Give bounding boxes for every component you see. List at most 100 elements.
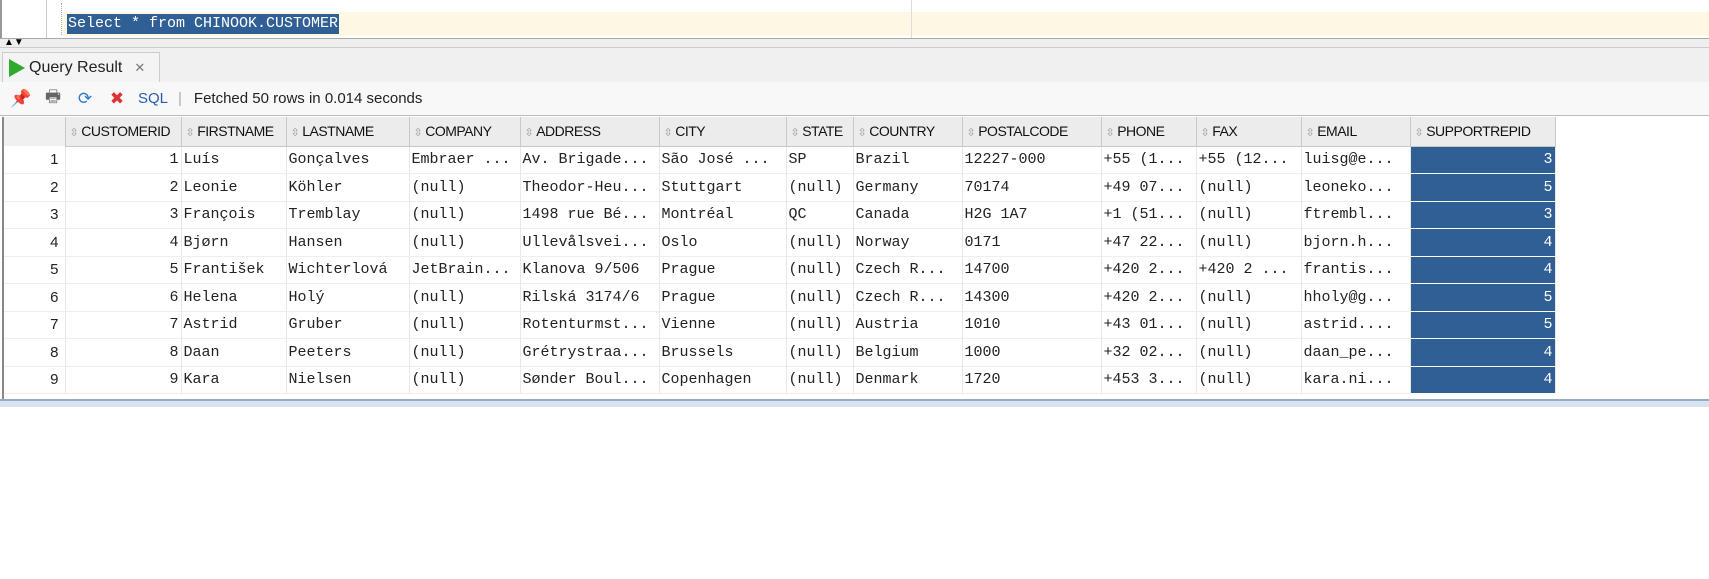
column-header-customerid[interactable]: ⇳ CUSTOMERID <box>64 117 182 147</box>
cell-customerid[interactable]: 9 <box>65 366 182 394</box>
splitter-arrows[interactable]: ▲▼ <box>0 38 1709 48</box>
cell-phone[interactable]: +1 (51... <box>1101 201 1197 229</box>
cell-lastname[interactable]: Hansen <box>286 228 410 257</box>
cell-lastname[interactable]: Peeters <box>286 338 410 367</box>
cell-email[interactable]: frantis... <box>1301 256 1411 284</box>
cell-firstname[interactable]: František <box>181 256 287 284</box>
cell-postalcode[interactable]: 70174 <box>962 173 1102 202</box>
cell-company[interactable]: JetBrain... <box>409 256 521 284</box>
cell-city[interactable]: Prague <box>659 256 787 284</box>
table-row[interactable]: 2 2 Leonie Köhler (null) Theodor-Heu... Stuttg… <box>4 173 1556 202</box>
sort-icon[interactable]: ⇳ <box>857 127 867 140</box>
sort-icon[interactable]: ⇳ <box>185 127 195 140</box>
cell-country[interactable]: Belgium <box>853 338 963 367</box>
cell-state[interactable]: (null) <box>786 283 854 312</box>
cell-state[interactable]: (null) <box>786 338 854 367</box>
cell-city[interactable]: Oslo <box>659 228 787 257</box>
close-tab-icon[interactable]: ✕ <box>134 60 146 75</box>
cell-postalcode[interactable]: 1720 <box>962 366 1102 394</box>
cell-city[interactable]: Vienne <box>659 311 787 339</box>
table-row[interactable]: 4 4 Bjørn Hansen (null) Ullevålsvei... Oslo (nu… <box>4 228 1556 257</box>
cell-lastname[interactable]: Köhler <box>286 173 410 202</box>
cell-fax[interactable]: (null) <box>1196 338 1302 367</box>
cell-city[interactable]: Montréal <box>659 201 787 229</box>
column-header-email[interactable]: ⇳ EMAIL <box>1300 117 1411 147</box>
sql-text[interactable]: Select * from CHINOOK.CUSTOMER <box>67 14 340 34</box>
cell-city[interactable]: São José ... <box>659 146 787 174</box>
cell-fax[interactable]: (null) <box>1196 201 1302 229</box>
cell-supportrepid[interactable]: 3 <box>1410 201 1556 229</box>
cell-company[interactable]: (null) <box>409 201 521 229</box>
table-row[interactable]: 9 9 Kara Nielsen (null) Sønder Boul... Copenha… <box>4 366 1556 394</box>
cell-firstname[interactable]: Luís <box>181 146 287 174</box>
cell-lastname[interactable]: Wichterlová <box>286 256 410 284</box>
sql-editor[interactable]: Select * from CHINOOK.CUSTOMER <box>0 0 1709 38</box>
cell-country[interactable]: Canada <box>853 201 963 229</box>
result-grid[interactable]: ⇳ CUSTOMERID ⇳ FIRSTNAME ⇳ LASTNAME ⇳ COMPANY ⇳ A… <box>2 117 1709 399</box>
cell-firstname[interactable]: Kara <box>181 366 287 394</box>
cell-postalcode[interactable]: H2G 1A7 <box>962 201 1102 229</box>
cell-email[interactable]: leoneko... <box>1301 173 1411 202</box>
cell-phone[interactable]: +55 (1... <box>1101 146 1197 174</box>
cell-city[interactable]: Brussels <box>659 338 787 367</box>
cell-company[interactable]: (null) <box>409 228 521 257</box>
table-row[interactable]: 3 3 François Tremblay (null) 1498 rue Bé... Mo… <box>4 201 1556 229</box>
cell-supportrepid[interactable]: 5 <box>1410 311 1556 339</box>
cell-state[interactable]: (null) <box>786 256 854 284</box>
cell-city[interactable]: Prague <box>659 283 787 312</box>
cell-firstname[interactable]: Daan <box>181 338 287 367</box>
sort-icon[interactable]: ⇳ <box>1305 127 1315 140</box>
sort-icon[interactable]: ⇳ <box>1200 127 1210 140</box>
cell-country[interactable]: Germany <box>853 173 963 202</box>
cell-customerid[interactable]: 4 <box>65 228 182 257</box>
cell-city[interactable]: Stuttgart <box>659 173 787 202</box>
cell-supportrepid[interactable]: 4 <box>1410 366 1556 394</box>
cell-customerid[interactable]: 1 <box>65 146 182 174</box>
sort-icon[interactable]: ⇳ <box>1414 127 1424 140</box>
cell-supportrepid[interactable]: 5 <box>1410 173 1556 202</box>
column-header-supportrepid[interactable]: ⇳ SUPPORTREPID <box>1409 117 1556 147</box>
cell-address[interactable]: 1498 rue Bé... <box>520 201 660 229</box>
cell-address[interactable]: Rotenturmst... <box>520 311 660 339</box>
cell-city[interactable]: Copenhagen <box>659 366 787 394</box>
cell-state[interactable]: QC <box>786 201 854 229</box>
sort-icon[interactable]: ⇳ <box>1105 127 1115 140</box>
cell-postalcode[interactable]: 0171 <box>962 228 1102 257</box>
cell-postalcode[interactable]: 1010 <box>962 311 1102 339</box>
cell-company[interactable]: (null) <box>409 366 521 394</box>
column-header-company[interactable]: ⇳ COMPANY <box>408 117 521 147</box>
cell-customerid[interactable]: 3 <box>65 201 182 229</box>
cell-fax[interactable]: +55 (12... <box>1196 146 1302 174</box>
cell-state[interactable]: (null) <box>786 173 854 202</box>
cell-lastname[interactable]: Nielsen <box>286 366 410 394</box>
cell-firstname[interactable]: Leonie <box>181 173 287 202</box>
cell-fax[interactable]: (null) <box>1196 311 1302 339</box>
cell-supportrepid[interactable]: 4 <box>1410 228 1556 257</box>
cell-fax[interactable]: (null) <box>1196 228 1302 257</box>
cell-lastname[interactable]: Gonçalves <box>286 146 410 174</box>
table-row[interactable]: 1 1 Luís Gonçalves Embraer ... Av. Brigade...… <box>4 146 1556 174</box>
cell-address[interactable]: Klanova 9/506 <box>520 256 660 284</box>
cell-fax[interactable]: +420 2 ... <box>1196 256 1302 284</box>
column-header-firstname[interactable]: ⇳ FIRSTNAME <box>180 117 287 147</box>
cell-customerid[interactable]: 6 <box>65 283 182 312</box>
column-header-state[interactable]: ⇳ STATE <box>785 117 854 147</box>
cell-address[interactable]: Av. Brigade... <box>520 146 660 174</box>
cell-company[interactable]: (null) <box>409 311 521 339</box>
cell-lastname[interactable]: Tremblay <box>286 201 410 229</box>
cell-state[interactable]: SP <box>786 146 854 174</box>
cell-postalcode[interactable]: 14300 <box>962 283 1102 312</box>
cell-supportrepid[interactable]: 3 <box>1410 146 1556 174</box>
cell-email[interactable]: bjorn.h... <box>1301 228 1411 257</box>
cell-company[interactable]: (null) <box>409 283 521 312</box>
cell-country[interactable]: Czech R... <box>853 283 963 312</box>
sort-icon[interactable]: ⇳ <box>69 127 79 140</box>
cell-lastname[interactable]: Holý <box>286 283 410 312</box>
cell-customerid[interactable]: 7 <box>65 311 182 339</box>
cell-country[interactable]: Denmark <box>853 366 963 394</box>
cell-phone[interactable]: +32 02... <box>1101 338 1197 367</box>
cell-firstname[interactable]: François <box>181 201 287 229</box>
table-row[interactable]: 8 8 Daan Peeters (null) Grétrystraa... Brussel… <box>4 338 1556 367</box>
cell-phone[interactable]: +47 22... <box>1101 228 1197 257</box>
cell-phone[interactable]: +420 2... <box>1101 256 1197 284</box>
